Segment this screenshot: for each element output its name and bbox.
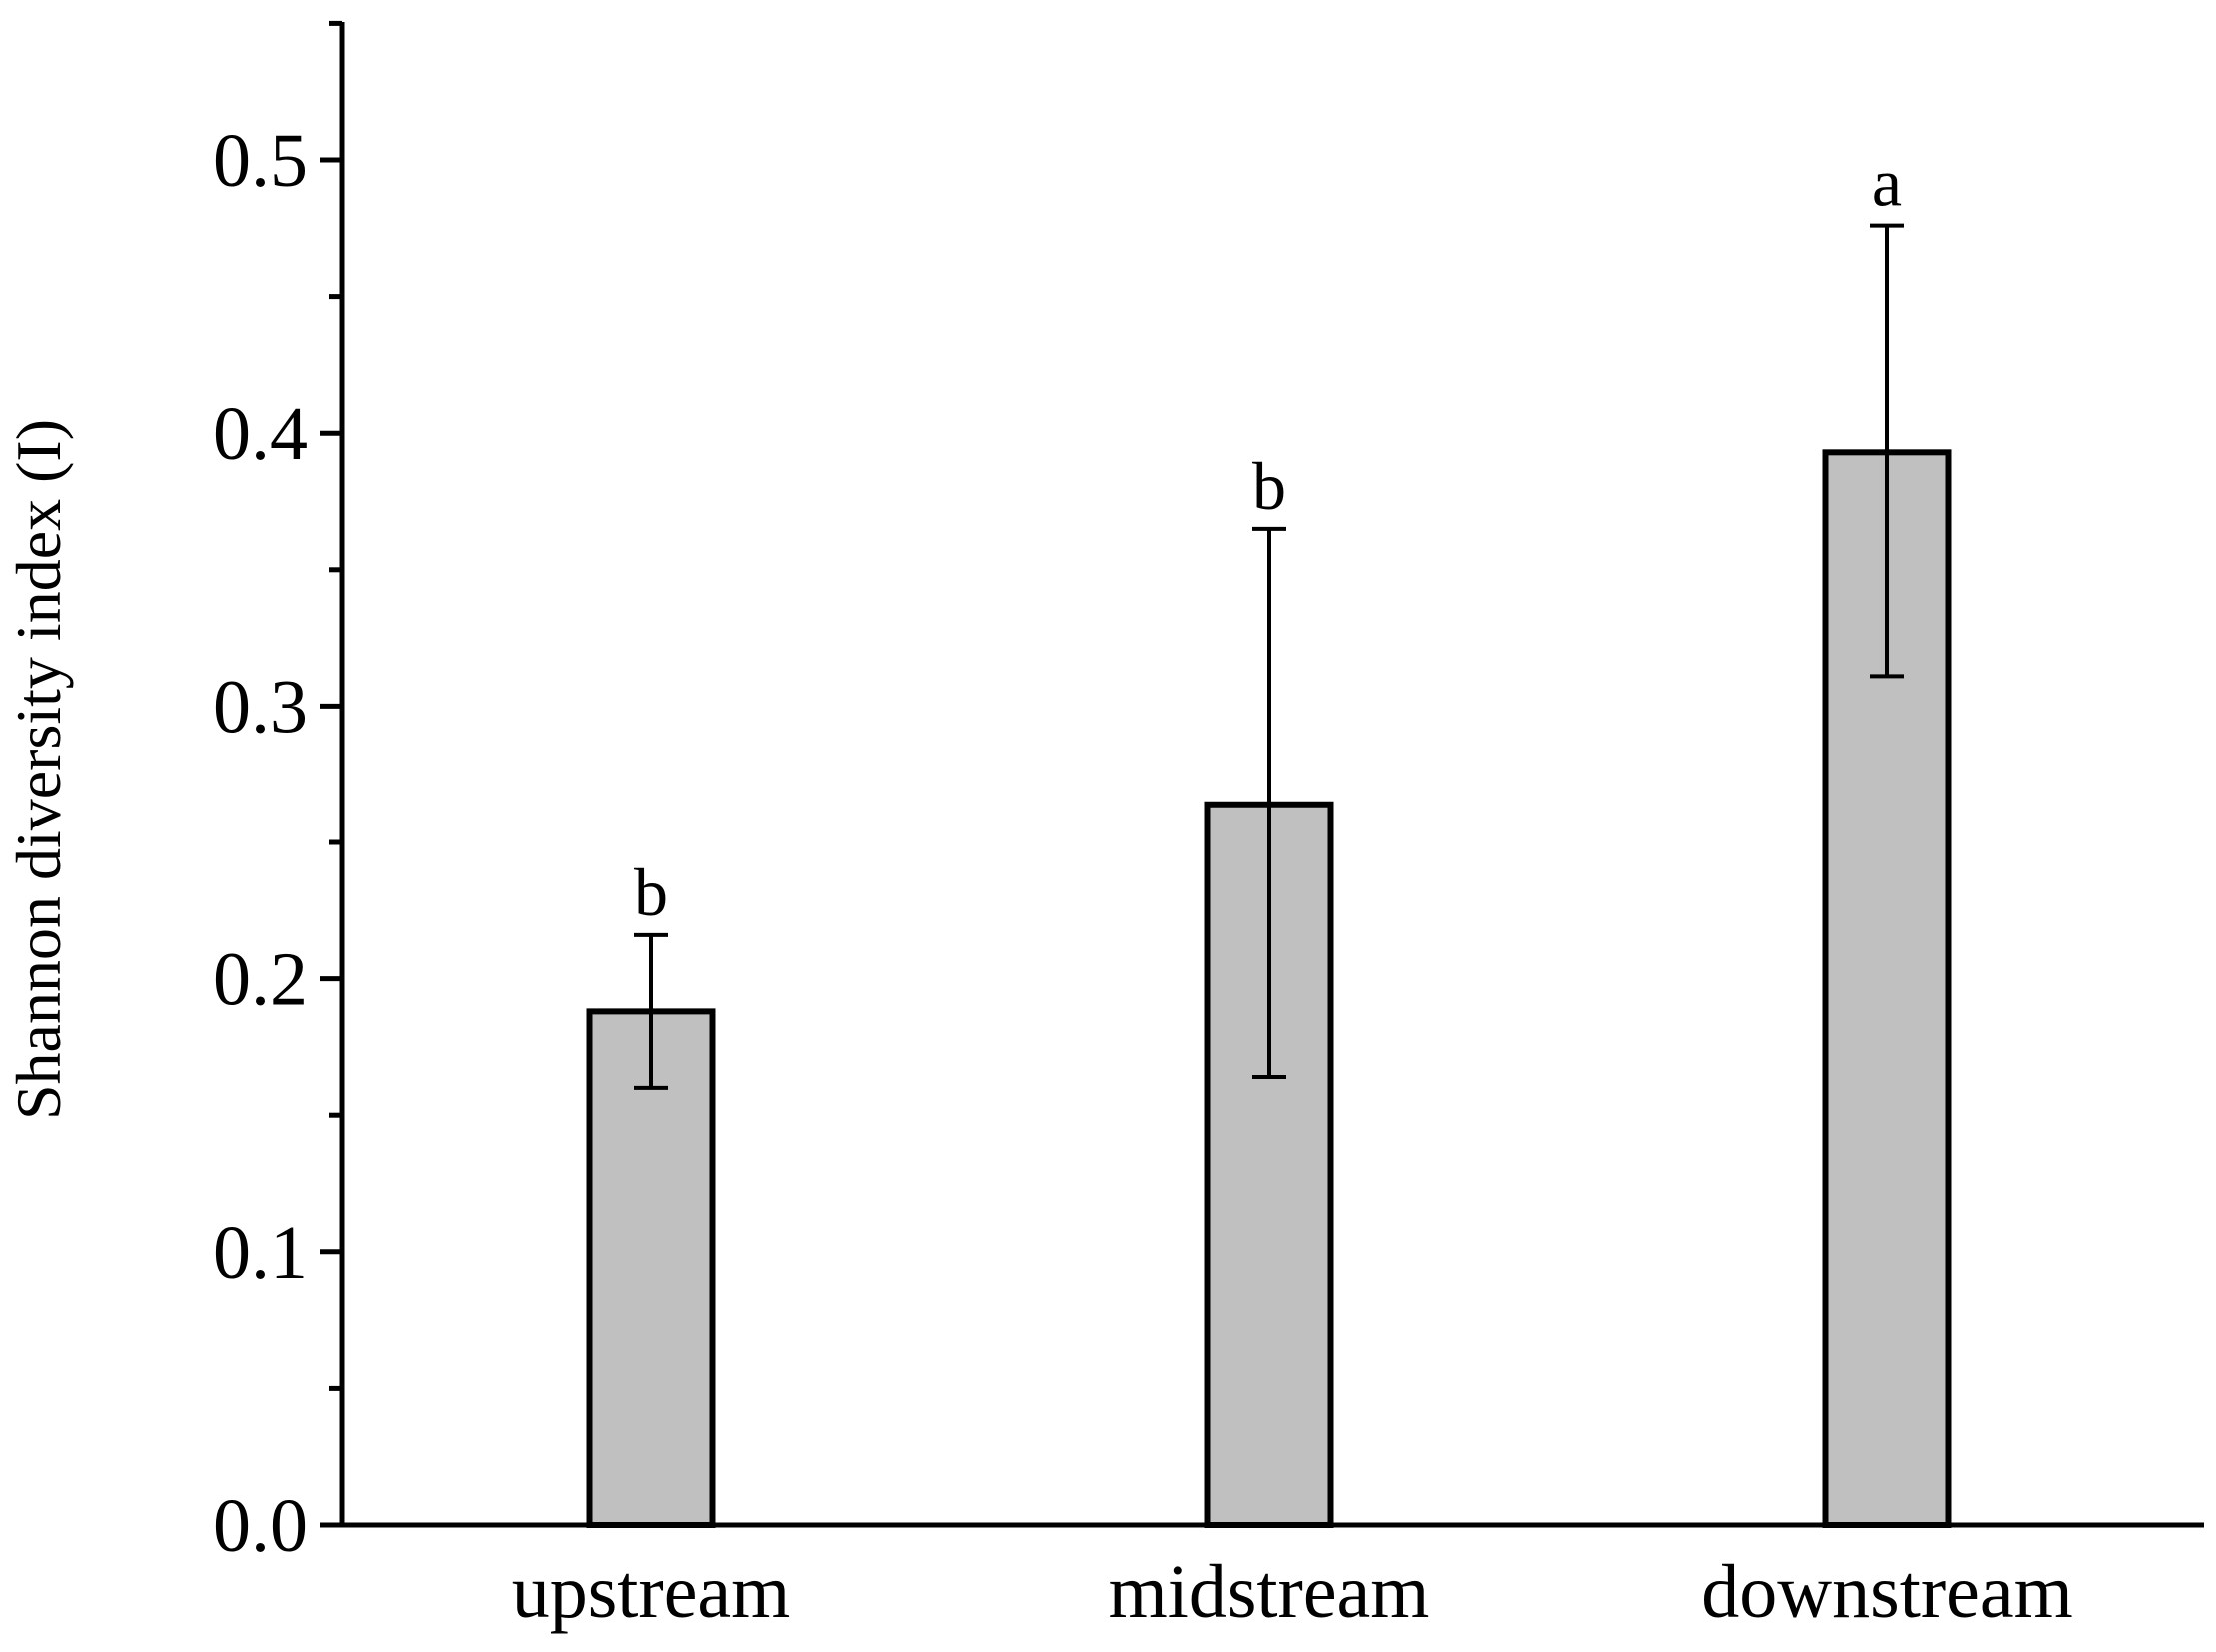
y-tick-label: 0.0 (213, 1484, 308, 1568)
x-category-label: upstream (512, 1550, 791, 1634)
error-bars-group (634, 223, 1904, 1090)
y-tick-label: 0.2 (213, 938, 308, 1022)
y-axis-title: Shannon diversity index (I) (3, 419, 74, 1120)
significance-label: b (1252, 448, 1286, 524)
labels-group: 0.0 0.1 0.2 0.3 0.4 0.5 b upstream b midstream a do… (213, 119, 2073, 1634)
bar-upstream (586, 1008, 716, 1528)
significance-label: b (634, 854, 668, 930)
y-axis-ticks (320, 20, 342, 1528)
y-tick-label: 0.5 (213, 119, 308, 203)
x-category-label: midstream (1109, 1550, 1430, 1634)
y-tick-label: 0.3 (213, 665, 308, 749)
y-tick-label: 0.1 (213, 1211, 308, 1295)
x-category-label: downstream (1701, 1550, 2072, 1634)
y-tick-label: 0.4 (213, 392, 308, 476)
significance-label: a (1872, 145, 1902, 221)
